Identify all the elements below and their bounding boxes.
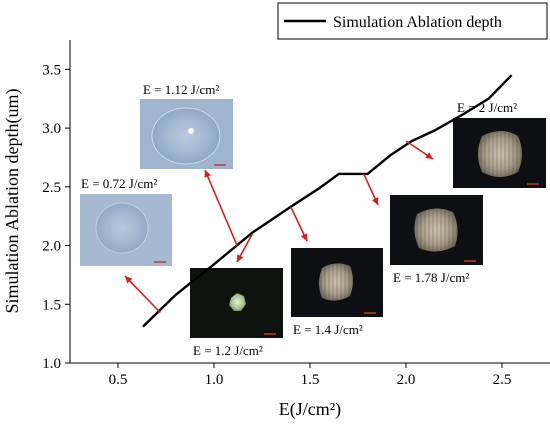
y-tick-label-2: 2.0 xyxy=(42,239,61,255)
micrograph-2-image xyxy=(453,118,546,188)
y-tick-label-4: 3.0 xyxy=(42,121,61,137)
x-tick-label-1: 1.0 xyxy=(205,372,224,388)
annotation-label-0.72: E = 0.72 J/cm² xyxy=(81,176,157,191)
annotation-label-1.12: E = 1.12 J/cm² xyxy=(143,82,219,97)
y-tick-label-5: 3.5 xyxy=(42,62,61,78)
annotation-label-1.4: E = 1.4 J/cm² xyxy=(293,322,363,337)
annotation-arrowhead-3 xyxy=(300,233,308,241)
annotation-arrowhead-0 xyxy=(125,276,133,284)
ticks-layer: 0.5 1.0 1.5 2.0 2.5 1.0 1.5 2.0 2.5 3.0 3.5 xyxy=(42,62,511,388)
micrograph-insets xyxy=(80,99,546,338)
x-axis-title: E(J/cm²) xyxy=(279,399,341,420)
series-line-simulation-ablation-depth xyxy=(142,74,513,328)
x-tick-label-2: 1.5 xyxy=(301,372,320,388)
micrograph-1.12-image xyxy=(140,99,233,169)
annotation-arrowhead-4 xyxy=(371,197,379,205)
annotation-arrowhead-5 xyxy=(425,152,433,159)
y-tick-label-0: 1.0 xyxy=(42,356,61,372)
arrows-layer xyxy=(124,140,434,314)
x-tick-label-4: 2.5 xyxy=(493,372,512,388)
y-tick-label-1: 1.5 xyxy=(42,297,61,313)
legend: Simulation Ablation depth xyxy=(277,2,548,40)
annotation-arrowhead-2 xyxy=(237,254,244,262)
y-tick-label-3: 2.5 xyxy=(42,180,61,196)
annotation-arrowhead-1 xyxy=(204,170,211,178)
legend-label: Simulation Ablation depth xyxy=(333,14,502,31)
annotation-arrow-1 xyxy=(204,169,238,246)
micrograph-0.72-image xyxy=(80,194,172,266)
annotation-arrow-0 xyxy=(124,275,161,314)
micrograph-1.2-image xyxy=(190,268,283,338)
x-tick-label-0: 0.5 xyxy=(109,372,128,388)
micrograph-1.4-image xyxy=(291,248,383,317)
annotation-label-1.2: E = 1.2 J/cm² xyxy=(193,343,263,358)
micrograph-1.78-image xyxy=(390,195,483,265)
annotation-label-1.78: E = 1.78 J/cm² xyxy=(393,270,469,285)
annotation-label-2: E = 2 J/cm² xyxy=(457,100,517,115)
x-tick-label-3: 2.0 xyxy=(397,372,416,388)
y-axis-title: Simulation Ablation depth(um) xyxy=(2,89,23,314)
